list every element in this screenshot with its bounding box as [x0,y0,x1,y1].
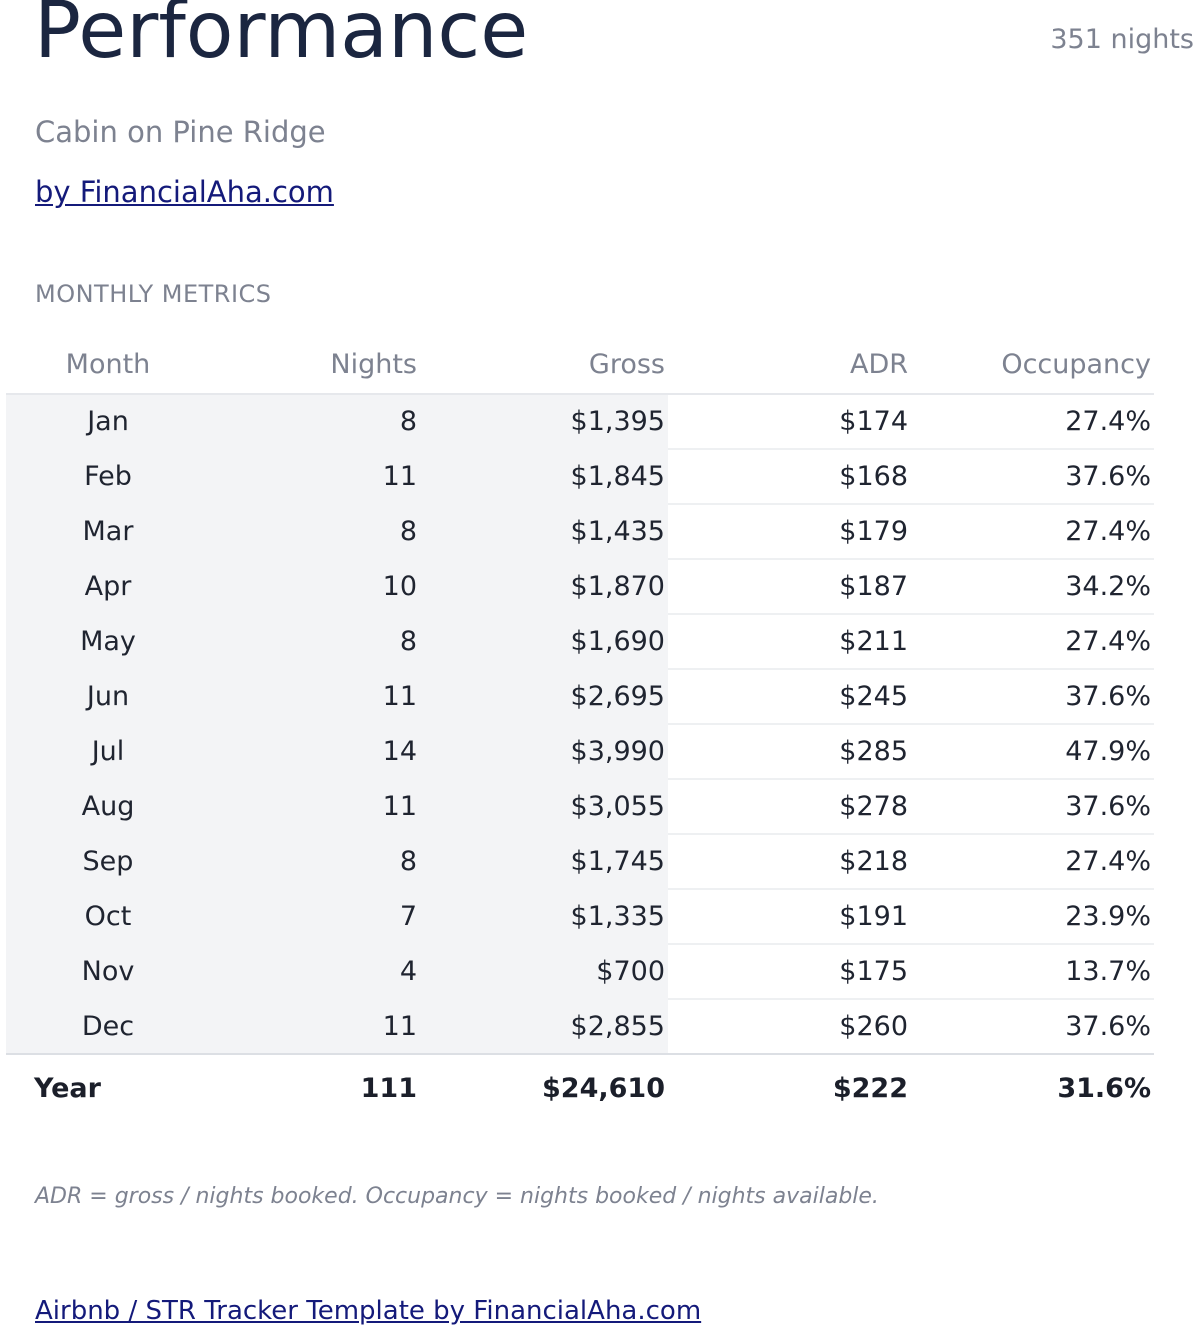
table-row: Sep 8 $1,745 $218 27.4% [6,834,1154,890]
total-occupancy: 31.6% [1057,1072,1151,1104]
cell-month: Mar [6,504,213,560]
year-total-row: Year 111 $24,610 $222 31.6% [6,1054,1154,1121]
table-row: May 8 $1,690 $211 27.4% [6,614,1154,670]
cell-occupancy: 27.4% [911,394,1154,450]
table-row: Oct 7 $1,335 $191 23.9% [6,889,1154,945]
cell-occupancy: 27.4% [911,614,1154,670]
cell-nights: 8 [213,614,420,670]
total-nights: 111 [360,1072,417,1104]
cell-gross: $3,990 [420,724,668,780]
cell-nights: 14 [213,724,420,780]
column-header-month: Month [6,335,213,395]
cell-nights: 11 [213,669,420,725]
cell-occupancy: 37.6% [911,779,1154,835]
cell-adr: $175 [668,944,911,1000]
monthly-metrics-table: Month Nights Gross ADR Occupancy Jan 8 $1,… [6,335,1154,1121]
page-title: Performance [34,0,529,76]
cell-gross: $700 [420,944,668,1000]
cell-occupancy: 37.6% [911,669,1154,725]
cell-month: Jun [6,669,213,725]
byline-link[interactable]: by FinancialAha.com [35,175,334,209]
cell-occupancy: 23.9% [911,889,1154,945]
table-row: Apr 10 $1,870 $187 34.2% [6,559,1154,615]
cell-occupancy: 37.6% [911,999,1154,1055]
cell-nights: 8 [213,834,420,890]
cell-month: Jan [6,394,213,450]
cell-gross: $1,745 [420,834,668,890]
cell-gross: $1,395 [420,394,668,450]
cell-gross: $2,855 [420,999,668,1055]
cell-month: Apr [6,559,213,615]
metrics-footnote: ADR = gross / nights booked. Occupancy =… [35,1184,879,1209]
section-heading: MONTHLY METRICS [35,280,272,308]
cell-nights: 8 [213,504,420,560]
column-header-gross: Gross [420,335,668,395]
table-row: Jun 11 $2,695 $245 37.6% [6,669,1154,725]
cell-adr: $260 [668,999,911,1055]
cell-nights: 7 [213,889,420,945]
cell-gross: $1,335 [420,889,668,945]
cell-nights: 11 [213,999,420,1055]
cell-nights: 4 [213,944,420,1000]
cell-adr: $187 [668,559,911,615]
column-header-adr: ADR [668,335,911,395]
cell-month: Dec [6,999,213,1055]
column-header-occupancy: Occupancy [911,335,1154,395]
cell-occupancy: 47.9% [911,724,1154,780]
cell-adr: $179 [668,504,911,560]
table-row: Jul 14 $3,990 $285 47.9% [6,724,1154,780]
cell-month: Sep [6,834,213,890]
cell-occupancy: 27.4% [911,834,1154,890]
cell-adr: $191 [668,889,911,945]
cell-adr: $211 [668,614,911,670]
cell-adr: $168 [668,449,911,505]
total-gross: $24,610 [542,1072,665,1104]
cell-occupancy: 13.7% [911,944,1154,1000]
cell-nights: 10 [213,559,420,615]
total-adr: $222 [832,1072,908,1104]
cell-gross: $1,435 [420,504,668,560]
table-row: Aug 11 $3,055 $278 37.6% [6,779,1154,835]
cell-adr: $245 [668,669,911,725]
cell-nights: 8 [213,394,420,450]
cell-adr: $174 [668,394,911,450]
cell-month: May [6,614,213,670]
total-label: Year [34,1072,101,1104]
cell-adr: $285 [668,724,911,780]
cell-nights: 11 [213,779,420,835]
cell-month: Feb [6,449,213,505]
cell-gross: $1,845 [420,449,668,505]
column-header-nights: Nights [213,335,420,395]
table-row: Dec 11 $2,855 $260 37.6% [6,999,1154,1055]
cell-nights: 11 [213,449,420,505]
cell-gross: $1,870 [420,559,668,615]
cell-month: Aug [6,779,213,835]
table-body: Jan 8 $1,395 $174 27.4% Feb 11 $1,845 $168 37.6% M… [6,394,1154,1055]
property-name: Cabin on Pine Ridge [35,115,326,149]
table-row: Feb 11 $1,845 $168 37.6% [6,449,1154,505]
cell-month: Nov [6,944,213,1000]
table-row: Mar 8 $1,435 $179 27.4% [6,504,1154,560]
table-row: Nov 4 $700 $175 13.7% [6,944,1154,1000]
cell-gross: $2,695 [420,669,668,725]
cell-occupancy: 34.2% [911,559,1154,615]
cell-occupancy: 37.6% [911,449,1154,505]
cell-adr: $278 [668,779,911,835]
cell-occupancy: 27.4% [911,504,1154,560]
cell-adr: $218 [668,834,911,890]
cell-gross: $1,690 [420,614,668,670]
table-header-row: Month Nights Gross ADR Occupancy [6,335,1154,395]
nights-total-badge: 351 nights [1050,24,1194,55]
cell-month: Jul [6,724,213,780]
cell-gross: $3,055 [420,779,668,835]
footer-link[interactable]: Airbnb / STR Tracker Template by Financi… [35,1296,702,1326]
table-row: Jan 8 $1,395 $174 27.4% [6,394,1154,450]
cell-month: Oct [6,889,213,945]
